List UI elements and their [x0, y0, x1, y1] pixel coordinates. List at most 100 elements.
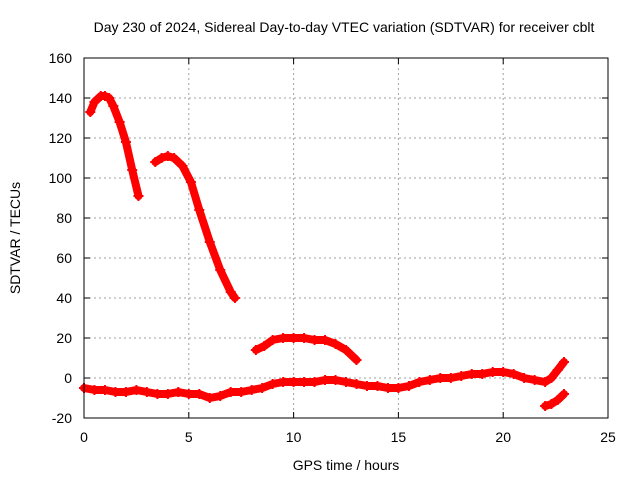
data-point — [257, 383, 268, 393]
data-point — [177, 161, 188, 171]
data-point — [288, 333, 299, 343]
data-point — [309, 335, 320, 345]
data-point — [250, 345, 261, 355]
data-point — [299, 333, 310, 343]
data-point — [104, 93, 115, 103]
data-point — [99, 385, 110, 395]
data-point — [141, 387, 152, 397]
data-point — [133, 191, 144, 201]
series-points-arc-4 — [79, 357, 569, 403]
data-point — [487, 367, 498, 377]
data-point — [89, 97, 100, 107]
data-point — [341, 377, 351, 387]
x-tick-label: 0 — [80, 429, 88, 445]
data-point — [341, 345, 351, 355]
data-point — [120, 387, 131, 397]
data-point — [278, 377, 289, 387]
data-point — [540, 377, 551, 387]
series-points-arc-3 — [250, 333, 362, 365]
data-point — [508, 369, 519, 379]
plot-frame — [83, 57, 609, 419]
data-point — [173, 387, 184, 397]
data-point — [267, 335, 278, 345]
data-point — [403, 381, 414, 391]
x-axis-label: GPS time / hours — [293, 457, 400, 473]
data-point — [361, 381, 372, 391]
data-point — [114, 117, 125, 127]
data-point — [519, 373, 530, 383]
y-tick-label: 120 — [49, 130, 73, 146]
y-tick-label: 20 — [56, 330, 72, 346]
data-point — [320, 375, 331, 385]
y-tick-label: 40 — [56, 290, 72, 306]
chart-title: Day 230 of 2024, Sidereal Day-to-day VTE… — [94, 19, 595, 35]
data-point — [131, 385, 142, 395]
data-point — [204, 237, 215, 247]
series-points-arc-5 — [540, 389, 569, 411]
data-point — [320, 335, 331, 345]
y-tick-label: 80 — [56, 210, 72, 226]
data-point — [267, 379, 278, 389]
data-point — [215, 391, 226, 401]
data-point — [85, 107, 96, 117]
data-point — [127, 165, 138, 175]
data-point — [110, 387, 121, 397]
data-point — [259, 341, 270, 351]
data-point — [225, 287, 236, 297]
data-point — [299, 377, 310, 387]
data-point — [288, 377, 299, 387]
data-point — [540, 401, 551, 411]
data-point — [558, 389, 569, 399]
data-point — [382, 383, 393, 393]
data-point — [150, 157, 161, 167]
data-point — [351, 355, 362, 365]
x-tick-label: 25 — [600, 429, 616, 445]
series-line-arc-2 — [151, 152, 239, 302]
data-point — [156, 153, 167, 163]
y-axis-label: SDTVAR / TECUs — [7, 182, 23, 294]
y-tick-label: 0 — [64, 370, 72, 386]
series-points-arc-1 — [85, 91, 144, 201]
series-line-arc-1 — [86, 92, 143, 200]
data-point — [309, 377, 320, 387]
data-point — [435, 373, 446, 383]
data-point — [414, 377, 425, 387]
data-point — [183, 389, 194, 399]
data-point — [546, 373, 557, 383]
data-point — [529, 375, 540, 385]
y-tick-label: 140 — [49, 90, 73, 106]
data-point — [162, 151, 173, 161]
data-point — [552, 395, 563, 405]
data-point — [278, 333, 289, 343]
data-point — [236, 387, 247, 397]
data-point — [351, 379, 362, 389]
data-point — [330, 339, 341, 349]
data-point — [229, 293, 240, 303]
data-point — [194, 205, 205, 215]
x-tick-label: 15 — [391, 429, 407, 445]
grid — [84, 58, 608, 418]
data-point — [372, 381, 383, 391]
data-point — [185, 177, 196, 187]
series-group — [79, 91, 569, 411]
data-point — [445, 373, 456, 383]
data-point — [215, 265, 226, 275]
data-point — [424, 375, 435, 385]
x-tick-label: 10 — [286, 429, 302, 445]
data-point — [152, 389, 163, 399]
data-point — [330, 375, 341, 385]
data-point — [225, 387, 236, 397]
data-point — [466, 369, 477, 379]
x-tick-label: 5 — [185, 429, 193, 445]
y-tick-label: 160 — [49, 50, 73, 66]
data-point — [108, 101, 119, 111]
data-point — [162, 389, 173, 399]
y-tick-label: -20 — [52, 410, 72, 426]
data-point — [204, 393, 215, 403]
data-point — [546, 399, 557, 409]
axes-ticks: 0 5 10 15 20 25 -20 0 20 40 60 80 100 120 140 160 — [49, 50, 616, 445]
series-points-arc-2 — [150, 151, 240, 303]
data-point — [498, 367, 509, 377]
